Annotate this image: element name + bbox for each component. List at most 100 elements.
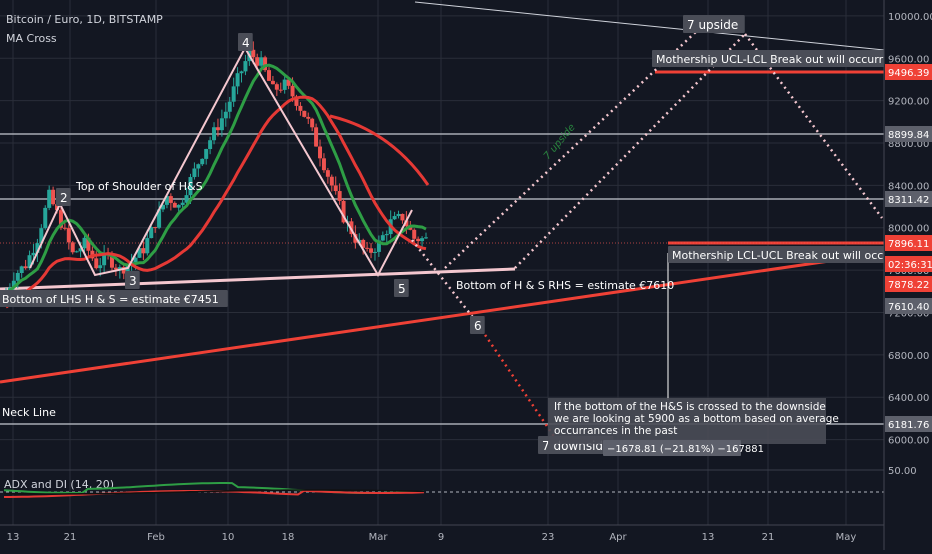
lcl-ucl-label-box (668, 246, 923, 263)
note-box (548, 398, 826, 444)
candle-body-40 (161, 204, 166, 210)
candle-body-42 (168, 196, 173, 203)
candle-body-21 (86, 237, 91, 251)
x-tick-label: Apr (609, 532, 627, 543)
adx-panel: ADX and DI (14, 20) (0, 469, 884, 498)
candle-body-83 (329, 176, 334, 186)
candle-body-95 (376, 240, 381, 252)
x-tick-label: 9 (438, 532, 444, 543)
candle-body-74 (294, 96, 299, 106)
candle-body-13 (55, 204, 60, 211)
candle-body-10 (43, 207, 48, 229)
candle-body-85 (337, 191, 342, 201)
candle-body-73 (290, 85, 295, 97)
pattern-point-label-box (238, 33, 253, 51)
hs-baseline (0, 267, 516, 291)
candle-body-17 (70, 242, 75, 253)
candle-body-92 (365, 247, 370, 249)
candle-body-14 (58, 210, 63, 228)
candle-body-99 (392, 216, 397, 220)
candles (4, 41, 428, 303)
pattern-point-label-box (683, 15, 745, 33)
pattern-point-label-box (394, 279, 409, 297)
candle-body-43 (172, 202, 177, 208)
x-tick-label: 23 (542, 532, 555, 543)
candle-body-27 (109, 254, 114, 268)
candle-body-89 (353, 234, 358, 243)
candle-body-2 (11, 280, 16, 288)
adx-line (3, 489, 425, 495)
x-tick-label: 18 (282, 532, 295, 543)
pattern-point-label: 3 (129, 274, 137, 288)
candle-body-63 (251, 49, 256, 58)
note-line: If the bottom of the H&S is crossed to t… (554, 401, 826, 413)
price-axis-bg (884, 0, 932, 550)
candle-body-23 (94, 258, 99, 269)
note-line: occurrances in the past (554, 425, 677, 437)
candle-body-51 (204, 149, 209, 159)
adx-level-label: 50.00 (888, 466, 917, 477)
candle-body-41 (164, 196, 169, 205)
indicator-title: MA Cross (6, 32, 57, 45)
candle-body-8 (35, 243, 40, 253)
candle-body-47 (188, 177, 193, 196)
candle-body-102 (404, 220, 409, 227)
candle-body-82 (325, 170, 330, 177)
candle-body-59 (235, 73, 240, 87)
candle-body-18 (74, 251, 79, 253)
candle-body-46 (184, 195, 189, 203)
price-tag-bg-1 (885, 126, 932, 142)
candle-body-19 (78, 248, 83, 252)
candle-body-25 (102, 253, 107, 266)
candle-body-11 (47, 189, 52, 208)
candle-body-84 (333, 185, 338, 192)
candle-body-61 (243, 61, 248, 72)
pattern-point-label: 6 (474, 319, 482, 333)
candle-body-55 (219, 118, 224, 131)
candle-body-54 (215, 127, 220, 131)
candle-body-75 (298, 105, 303, 111)
proj-to-6 (411, 239, 476, 321)
proj-up-a (444, 27, 701, 269)
horizontal-levels (0, 70, 884, 425)
price-tag-bg-3 (885, 235, 932, 251)
candle-body-50 (200, 158, 205, 165)
candle-body-66 (263, 57, 268, 71)
candle-body-36 (145, 238, 150, 254)
ucl-lcl-label-box (652, 50, 907, 67)
proj-down-right (743, 33, 884, 219)
pattern-point-label: 5 (398, 282, 406, 296)
top-shoulder-text: Top of Shoulder of H&S (75, 180, 203, 193)
price-tag-bg-2 (885, 191, 932, 207)
price-tag: 8899.84 (888, 130, 929, 141)
candle-body-37 (149, 227, 154, 239)
y-tick-label: 8400.00 (888, 181, 929, 192)
x-tick-label: May (836, 532, 857, 543)
annotations: Top of Shoulder of H&S Bottom of LHS H & … (0, 50, 923, 456)
candle-body-86 (341, 200, 346, 223)
lower-trendline (0, 251, 885, 384)
pattern-point-label: 7 upside (687, 18, 738, 32)
bottom-rhs-label: Bottom of H & S RHS = estimate €7610 (456, 279, 674, 292)
candle-body-91 (361, 239, 366, 248)
lcl-ucl-label: Mothership LCL-UCL Break out will occurr (672, 249, 900, 262)
candle-body-12 (51, 189, 56, 205)
y-tick-label: 6400.00 (888, 393, 929, 404)
candle-body-53 (212, 127, 217, 141)
candle-body-33 (133, 257, 138, 263)
pattern-point-label-box (125, 271, 140, 289)
y-tick-label: 8000.00 (888, 224, 929, 235)
candle-body-30 (121, 267, 126, 274)
candle-body-4 (19, 266, 24, 274)
candle-body-34 (137, 248, 142, 258)
candle-body-60 (239, 71, 244, 74)
candle-body-97 (384, 234, 389, 236)
x-tick-label: Feb (147, 532, 165, 543)
candle-body-71 (282, 79, 287, 90)
candle-body-96 (380, 235, 385, 241)
candle-body-106 (420, 238, 425, 242)
candle-body-44 (176, 204, 181, 208)
